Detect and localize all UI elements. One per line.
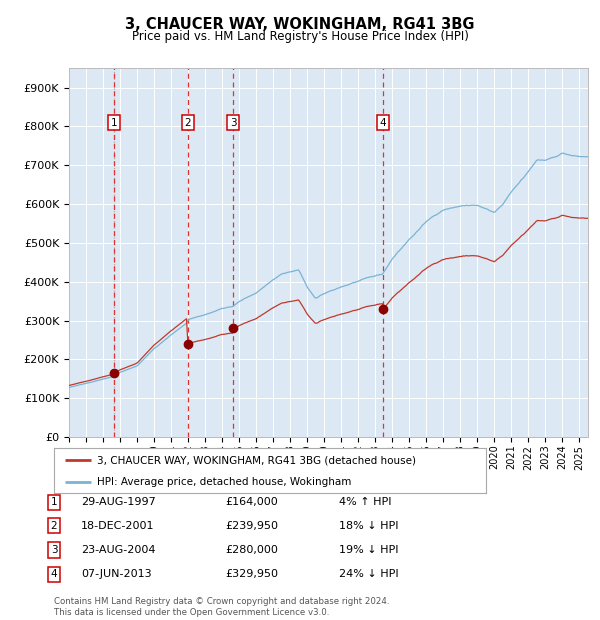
Text: HPI: Average price, detached house, Wokingham: HPI: Average price, detached house, Woki…: [97, 477, 352, 487]
Text: £280,000: £280,000: [225, 545, 278, 555]
Text: 18% ↓ HPI: 18% ↓ HPI: [339, 521, 398, 531]
Text: 07-JUN-2013: 07-JUN-2013: [81, 569, 152, 579]
Text: £329,950: £329,950: [225, 569, 278, 579]
Text: 23-AUG-2004: 23-AUG-2004: [81, 545, 155, 555]
Text: 2: 2: [184, 118, 191, 128]
Text: 29-AUG-1997: 29-AUG-1997: [81, 497, 156, 507]
Text: 3: 3: [230, 118, 236, 128]
Text: 4% ↑ HPI: 4% ↑ HPI: [339, 497, 391, 507]
Text: 4: 4: [50, 569, 58, 579]
Text: 3, CHAUCER WAY, WOKINGHAM, RG41 3BG (detached house): 3, CHAUCER WAY, WOKINGHAM, RG41 3BG (det…: [97, 455, 416, 466]
Text: 3, CHAUCER WAY, WOKINGHAM, RG41 3BG: 3, CHAUCER WAY, WOKINGHAM, RG41 3BG: [125, 17, 475, 32]
Text: 2: 2: [50, 521, 58, 531]
Text: 19% ↓ HPI: 19% ↓ HPI: [339, 545, 398, 555]
Text: 1: 1: [50, 497, 58, 507]
Text: 24% ↓ HPI: 24% ↓ HPI: [339, 569, 398, 579]
Text: 4: 4: [379, 118, 386, 128]
Text: 18-DEC-2001: 18-DEC-2001: [81, 521, 155, 531]
Text: 1: 1: [111, 118, 118, 128]
Text: £164,000: £164,000: [225, 497, 278, 507]
Text: 3: 3: [50, 545, 58, 555]
Text: £239,950: £239,950: [225, 521, 278, 531]
Text: Price paid vs. HM Land Registry's House Price Index (HPI): Price paid vs. HM Land Registry's House …: [131, 30, 469, 43]
Text: Contains HM Land Registry data © Crown copyright and database right 2024.
This d: Contains HM Land Registry data © Crown c…: [54, 598, 389, 617]
